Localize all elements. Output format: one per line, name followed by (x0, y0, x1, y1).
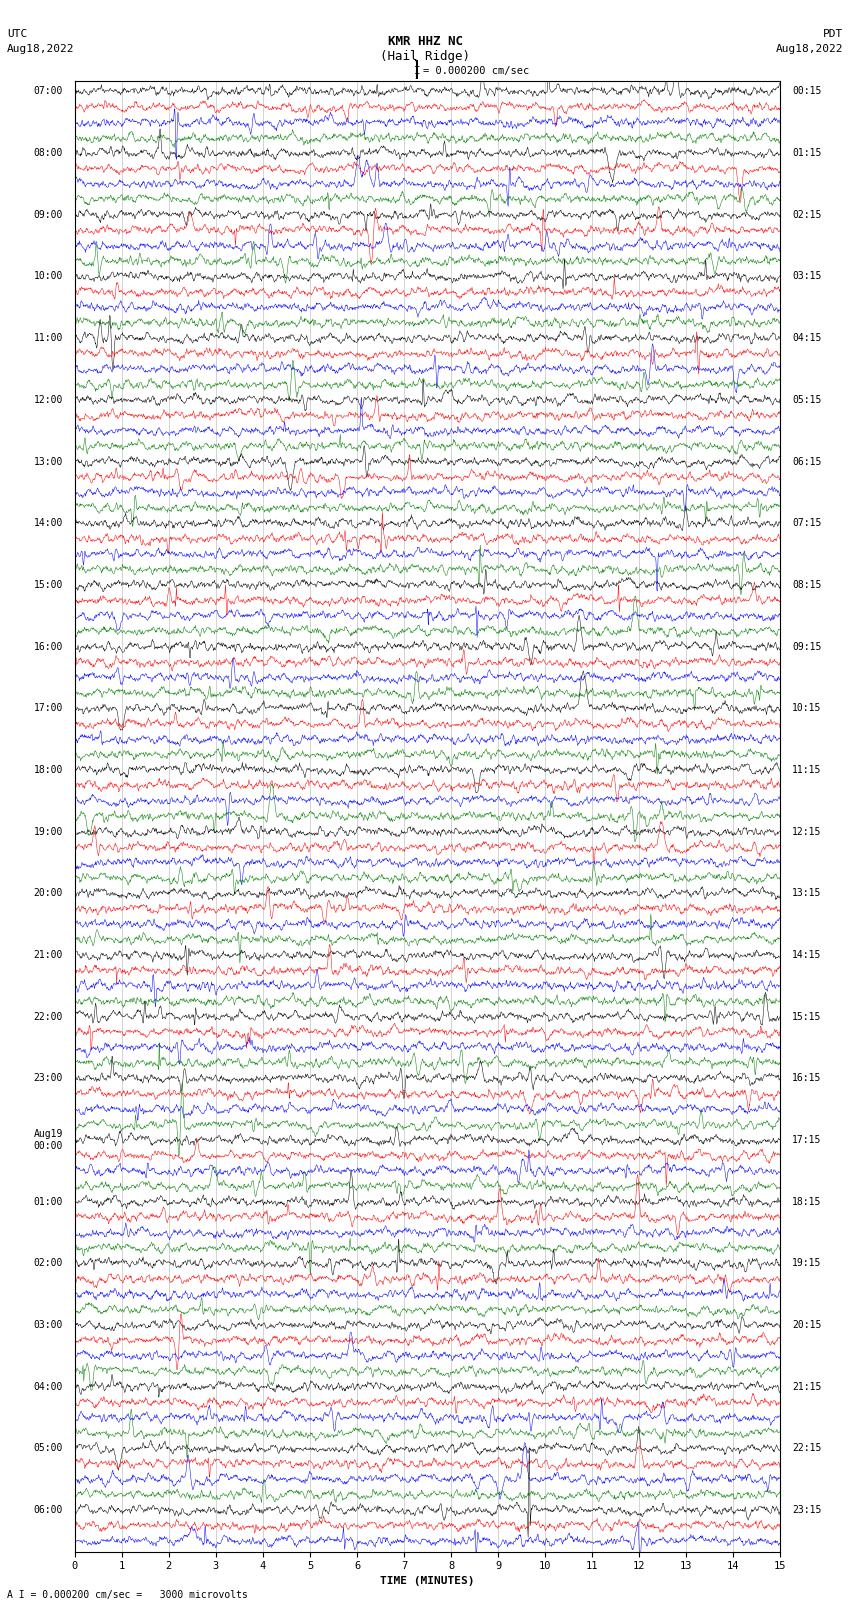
Text: 01:15: 01:15 (792, 148, 821, 158)
Text: 22:15: 22:15 (792, 1444, 821, 1453)
Text: 08:15: 08:15 (792, 581, 821, 590)
Text: 12:00: 12:00 (34, 395, 63, 405)
Text: 01:00: 01:00 (34, 1197, 63, 1207)
Text: 10:15: 10:15 (792, 703, 821, 713)
Text: 16:00: 16:00 (34, 642, 63, 652)
Text: 07:15: 07:15 (792, 518, 821, 527)
Text: 22:00: 22:00 (34, 1011, 63, 1021)
Text: I: I (414, 66, 421, 76)
Text: Aug19
00:00: Aug19 00:00 (34, 1129, 63, 1150)
Text: 19:15: 19:15 (792, 1258, 821, 1268)
Text: = 0.000200 cm/sec: = 0.000200 cm/sec (423, 66, 530, 76)
Text: 09:00: 09:00 (34, 210, 63, 219)
Text: 11:15: 11:15 (792, 765, 821, 774)
Text: 13:15: 13:15 (792, 889, 821, 898)
Text: Aug18,2022: Aug18,2022 (7, 44, 74, 53)
Text: 17:00: 17:00 (34, 703, 63, 713)
Text: 12:15: 12:15 (792, 826, 821, 837)
Text: 17:15: 17:15 (792, 1136, 821, 1145)
Text: 02:00: 02:00 (34, 1258, 63, 1268)
Text: 18:00: 18:00 (34, 765, 63, 774)
Text: 23:00: 23:00 (34, 1073, 63, 1084)
Text: 10:00: 10:00 (34, 271, 63, 282)
Text: 03:15: 03:15 (792, 271, 821, 282)
Text: PDT: PDT (823, 29, 843, 39)
Text: 09:15: 09:15 (792, 642, 821, 652)
X-axis label: TIME (MINUTES): TIME (MINUTES) (380, 1576, 475, 1586)
Text: 20:00: 20:00 (34, 889, 63, 898)
Text: 05:15: 05:15 (792, 395, 821, 405)
Text: Aug18,2022: Aug18,2022 (776, 44, 843, 53)
Text: 15:15: 15:15 (792, 1011, 821, 1021)
Text: 02:15: 02:15 (792, 210, 821, 219)
Text: (Hail Ridge): (Hail Ridge) (380, 50, 470, 63)
Text: 16:15: 16:15 (792, 1073, 821, 1084)
Text: 21:15: 21:15 (792, 1382, 821, 1392)
Text: 23:15: 23:15 (792, 1505, 821, 1515)
Text: 06:00: 06:00 (34, 1505, 63, 1515)
Text: 04:15: 04:15 (792, 334, 821, 344)
Text: A I = 0.000200 cm/sec =   3000 microvolts: A I = 0.000200 cm/sec = 3000 microvolts (7, 1590, 247, 1600)
Text: 14:15: 14:15 (792, 950, 821, 960)
Text: 04:00: 04:00 (34, 1382, 63, 1392)
Text: 03:00: 03:00 (34, 1319, 63, 1331)
Text: 05:00: 05:00 (34, 1444, 63, 1453)
Text: 00:15: 00:15 (792, 87, 821, 97)
Text: 07:00: 07:00 (34, 87, 63, 97)
Text: 08:00: 08:00 (34, 148, 63, 158)
Text: 13:00: 13:00 (34, 456, 63, 466)
Text: 11:00: 11:00 (34, 334, 63, 344)
Text: UTC: UTC (7, 29, 27, 39)
Text: 19:00: 19:00 (34, 826, 63, 837)
Text: 18:15: 18:15 (792, 1197, 821, 1207)
Text: 06:15: 06:15 (792, 456, 821, 466)
Text: 20:15: 20:15 (792, 1319, 821, 1331)
Text: 15:00: 15:00 (34, 581, 63, 590)
Text: 14:00: 14:00 (34, 518, 63, 527)
Text: KMR HHZ NC: KMR HHZ NC (388, 35, 462, 48)
Text: 21:00: 21:00 (34, 950, 63, 960)
